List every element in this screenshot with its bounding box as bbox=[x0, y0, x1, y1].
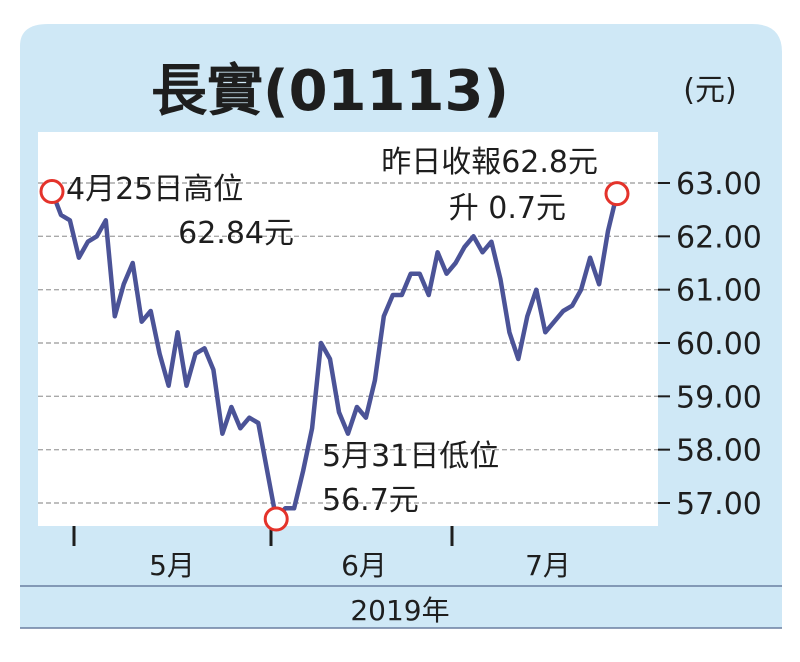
x-tick-label: 5月 bbox=[149, 549, 195, 582]
low-marker bbox=[263, 506, 289, 532]
y-tick-label: 59.00 bbox=[676, 380, 762, 415]
series-line-group bbox=[49, 189, 620, 522]
high-marker bbox=[39, 179, 65, 205]
y-tick-label: 58.00 bbox=[676, 434, 762, 469]
y-tick-label: 61.00 bbox=[676, 274, 762, 309]
price-line bbox=[49, 189, 620, 522]
x-tick-label: 7月 bbox=[525, 549, 571, 582]
chart-title: 長實(01113) bbox=[151, 59, 509, 124]
y-tick-label: 63.00 bbox=[676, 167, 762, 202]
close-marker bbox=[604, 181, 630, 207]
y-tick-label: 60.00 bbox=[676, 327, 762, 362]
y-tick-label: 57.00 bbox=[676, 487, 762, 522]
footer-year: 2019年 bbox=[350, 594, 449, 627]
plot-area bbox=[38, 132, 658, 526]
marker-group bbox=[39, 179, 630, 532]
high-annotation-line2: 62.84元 bbox=[178, 216, 294, 251]
x-tick-label: 6月 bbox=[341, 549, 387, 582]
gridlines bbox=[38, 182, 658, 504]
low-annotation-line2: 56.7元 bbox=[322, 483, 419, 518]
close-annotation-line1: 昨日收報62.8元 bbox=[381, 145, 598, 180]
low-annotation-line1: 5月31日低位 bbox=[322, 439, 499, 474]
y-tick-label: 62.00 bbox=[676, 220, 762, 255]
x-axis: 5月 6月 7月 bbox=[72, 526, 571, 582]
high-annotation-line1: 4月25日高位 bbox=[66, 172, 243, 207]
close-annotation-line2: 升 0.7元 bbox=[449, 191, 566, 226]
y-axis: 63.00 62.00 61.00 60.00 59.00 58.00 57.00 bbox=[658, 167, 762, 522]
unit-label: (元) bbox=[683, 73, 736, 108]
